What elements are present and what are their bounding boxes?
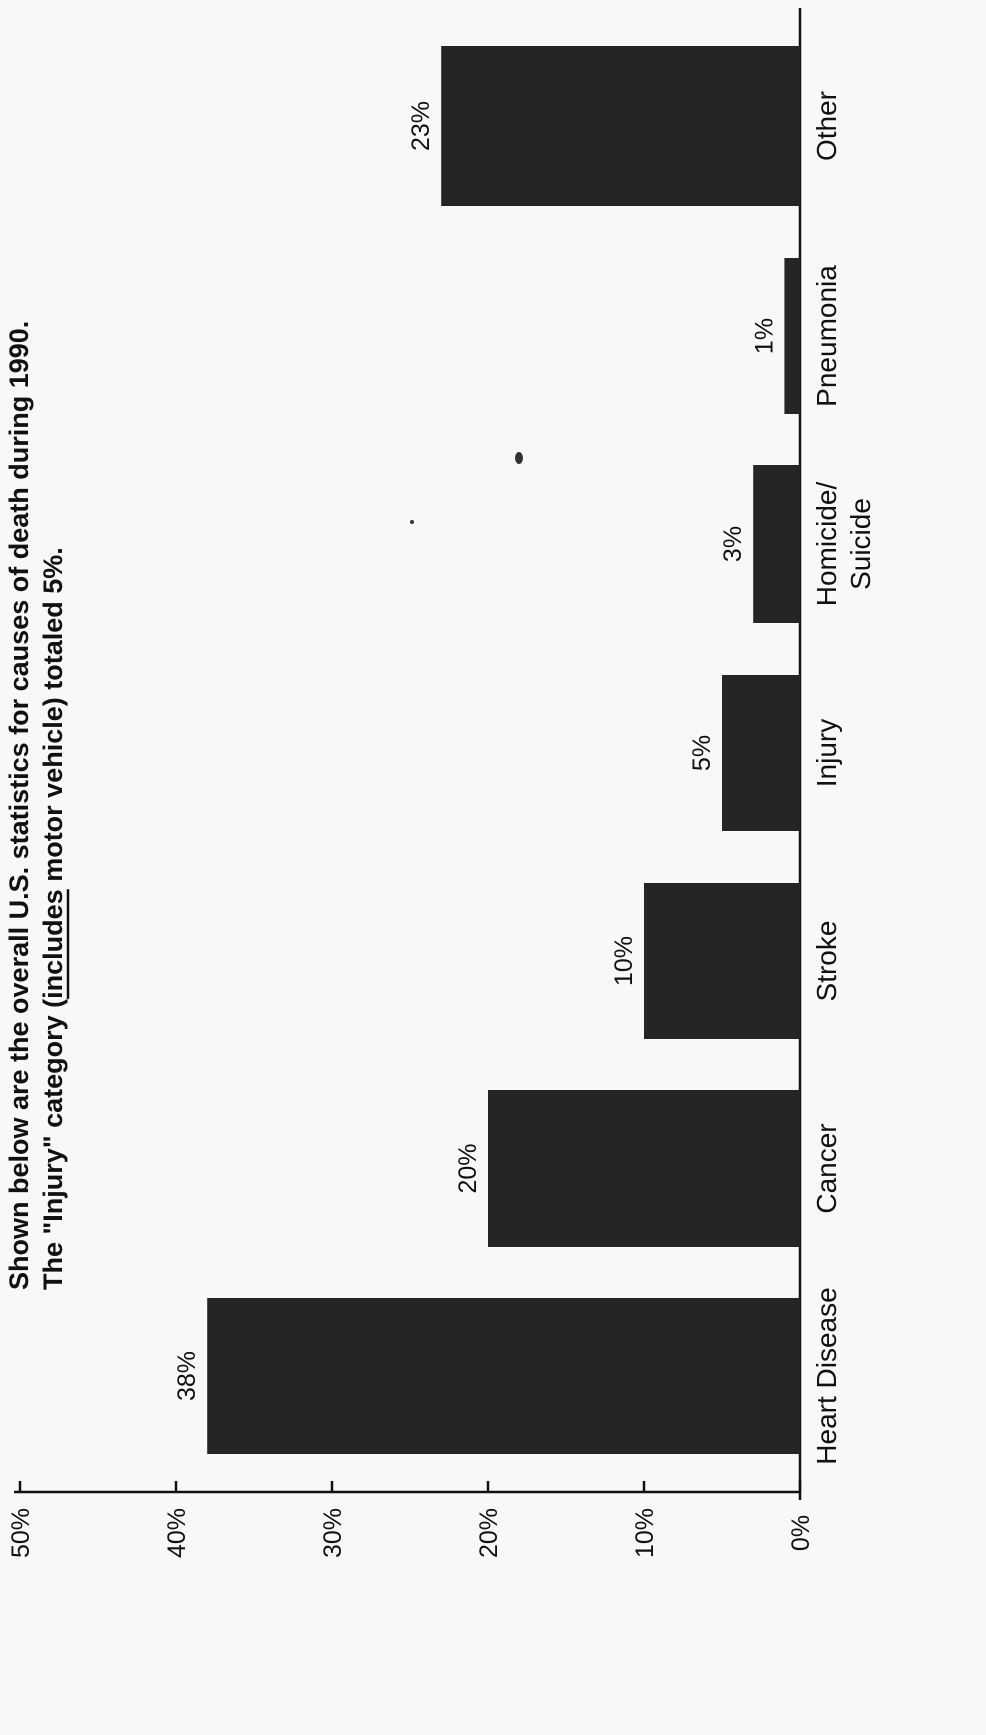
value-tick-label: 0% — [787, 1515, 815, 1551]
data-label: 1% — [750, 318, 778, 354]
data-label: 23% — [407, 101, 435, 151]
data-label: 10% — [610, 936, 638, 986]
value-tick-label: 30% — [319, 1508, 347, 1558]
bar — [207, 1298, 800, 1454]
bar — [753, 465, 800, 623]
category-label: Injury — [811, 719, 842, 787]
value-tick-label: 50% — [7, 1508, 35, 1558]
category-label: Stroke — [811, 921, 842, 1002]
bar — [488, 1090, 800, 1247]
chart-bars — [207, 46, 800, 1454]
scan-speck — [410, 520, 414, 524]
value-tick-label: 10% — [631, 1508, 659, 1558]
title-line: The "Injury" category (includes motor ve… — [38, 547, 68, 1290]
title-line: Shown below are the overall U.S. statist… — [4, 321, 34, 1290]
chart-labels: 38% Heart Disease 20% Cancer 10% Stroke 5% Inju… — [173, 91, 876, 1465]
data-label: 5% — [688, 735, 716, 771]
scan-specks — [410, 452, 523, 524]
chart-axes: 0% 10% 20% 30% 40% 50% — [7, 8, 815, 1558]
bar — [722, 675, 800, 831]
bar — [644, 883, 800, 1039]
data-label: 38% — [173, 1351, 201, 1401]
bar — [784, 258, 800, 414]
category-label: Homicide/ — [811, 482, 842, 607]
category-label: Heart Disease — [811, 1287, 842, 1464]
scan-speck — [515, 452, 523, 464]
data-label: 20% — [454, 1143, 482, 1193]
category-label: Cancer — [811, 1123, 842, 1213]
category-label: Pneumonia — [811, 265, 842, 407]
chart-title: Shown below are the overall U.S. statist… — [4, 321, 70, 1290]
category-label: Suicide — [845, 498, 876, 590]
bar — [441, 46, 800, 206]
category-label: Other — [811, 91, 842, 161]
data-label: 3% — [719, 526, 747, 562]
value-tick-label: 40% — [163, 1508, 191, 1558]
value-tick-label: 20% — [475, 1508, 503, 1558]
